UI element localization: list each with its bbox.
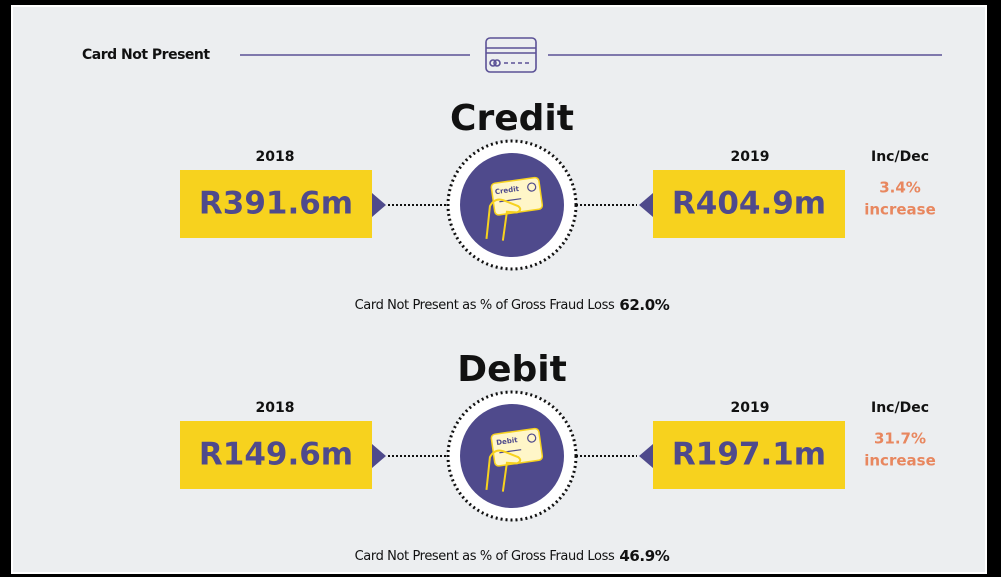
- value: R149.6m: [199, 437, 353, 473]
- hand: [485, 198, 522, 241]
- card: [490, 176, 544, 216]
- change-value: 3.4%: [879, 179, 921, 197]
- value-box: [653, 170, 845, 238]
- section-title: Debit: [457, 349, 567, 390]
- change-text: increase: [864, 452, 936, 470]
- card-line: [499, 449, 522, 454]
- change-heading: Inc/Dec: [871, 149, 929, 165]
- change-value: 31.7%: [874, 430, 926, 448]
- card-chip: [527, 433, 537, 443]
- footer-text: Card Not Present as % of Gross Fraud Los…: [355, 549, 615, 564]
- value-box: [180, 170, 372, 238]
- pointer: [639, 193, 653, 217]
- footer-value: 46.9%: [619, 547, 669, 565]
- card-chip: [527, 182, 537, 192]
- change-heading: Inc/Dec: [871, 400, 929, 416]
- value-box: [653, 421, 845, 489]
- year-label: 2018: [256, 149, 295, 165]
- footer: Card Not Present as % of Gross Fraud Los…: [355, 547, 670, 565]
- footer-text: Card Not Present as % of Gross Fraud Los…: [355, 298, 615, 313]
- footer: Card Not Present as % of Gross Fraud Los…: [355, 296, 670, 314]
- footer-value: 62.0%: [619, 296, 669, 314]
- section-title: Credit: [450, 98, 574, 139]
- value: R404.9m: [672, 186, 826, 222]
- card-label: Credit: [494, 185, 520, 196]
- card: [490, 427, 544, 467]
- year-label: 2019: [731, 400, 770, 416]
- card-icon: [485, 37, 537, 73]
- hand: [485, 449, 522, 492]
- pointer: [372, 193, 386, 217]
- value: R391.6m: [199, 186, 353, 222]
- value-box: [180, 421, 372, 489]
- card-label: Debit: [496, 436, 519, 447]
- card-in-hand: Credit: [485, 176, 544, 241]
- card-in-hand: Debit: [485, 427, 544, 492]
- change-text: increase: [864, 201, 936, 219]
- year-label: 2019: [731, 149, 770, 165]
- pointer: [639, 444, 653, 468]
- year-label: 2018: [256, 400, 295, 416]
- card-line: [499, 198, 522, 203]
- pointer: [372, 444, 386, 468]
- header-title: Card Not Present: [82, 47, 210, 63]
- value: R197.1m: [672, 437, 826, 473]
